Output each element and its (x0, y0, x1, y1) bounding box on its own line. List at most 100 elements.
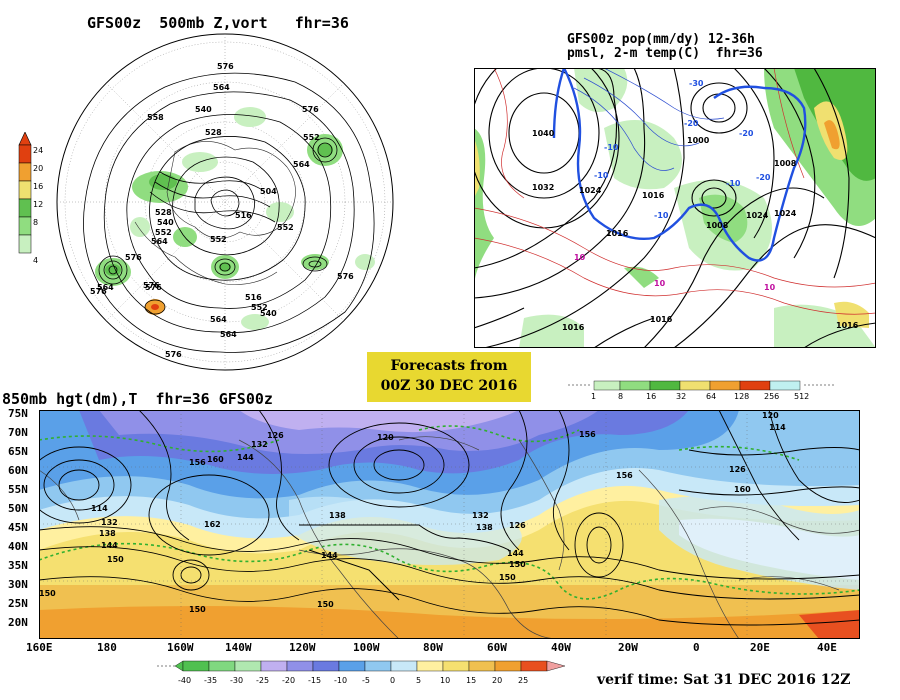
pop-temp-label: -10 (654, 211, 669, 220)
hgt-contour-label: 132 (101, 518, 118, 527)
vort-contour-label: 528 (155, 208, 172, 217)
temp-legend-tick: -40 (178, 676, 192, 685)
pop-legend-tick: 512 (794, 392, 810, 401)
lon-label: 180 (97, 641, 117, 654)
vort-contour-label: 552 (277, 223, 294, 232)
pop-map: 1040 1032 1024 1016 1008 1000 1024 1008 … (474, 68, 876, 348)
hgt-contour-label: 144 (101, 541, 118, 550)
pop-temp-label: -10 (594, 171, 609, 180)
temp-legend-tick: -10 (334, 676, 348, 685)
lat-label: 30N (8, 578, 28, 591)
lat-label: 50N (8, 502, 28, 515)
vort-contour-label: 516 (245, 293, 262, 302)
pop-temp-label: -10 (604, 143, 619, 152)
temp-legend-tick: 10 (440, 676, 451, 685)
lat-label: 25N (8, 597, 28, 610)
vort-contour-label: 564 (210, 315, 227, 324)
pop-isobar-label: 1016 (642, 191, 665, 200)
pop-isobar-label: 1016 (650, 315, 673, 324)
pop-legend (566, 378, 850, 402)
pop-panel-title-line2: pmsl, 2-m temp(C) fhr=36 (567, 46, 763, 61)
hgt-contour-label: 132 (472, 511, 489, 520)
lat-label: 20N (8, 616, 28, 629)
hgt-contour-label: 160 (734, 485, 751, 494)
vort-polar-map-graphic: 576 564 540 558 528 564 552 576 504 516 … (56, 33, 394, 371)
hgt-contour-label: 144 (507, 549, 524, 558)
lat-label: 75N (8, 407, 28, 420)
lon-label: 20W (618, 641, 638, 654)
hgt-contour-label: 156 (616, 471, 633, 480)
vort-contour-label: 576 (302, 105, 319, 114)
lat-label: 70N (8, 426, 28, 439)
temp-legend (155, 659, 595, 675)
vort-contour-label: 540 (157, 218, 174, 227)
pop-legend-tick: 128 (734, 392, 750, 401)
pop-legend-tick: 32 (676, 392, 687, 401)
hgt-contour-label: 126 (509, 521, 526, 530)
lat-label: 40N (8, 540, 28, 553)
vort-tick-4: 8 (33, 218, 39, 227)
pop-map-graphic: 1040 1032 1024 1016 1008 1000 1024 1008 … (474, 68, 876, 348)
vort-contour-label: 576 (165, 350, 182, 359)
vort-tick-0: 24 (33, 146, 44, 155)
lon-label: 20E (750, 641, 770, 654)
forecast-banner: Forecasts from 00Z 30 DEC 2016 (367, 352, 531, 402)
lon-label: 140W (225, 641, 252, 654)
pop-temp-label: 10 (574, 253, 586, 262)
hgt-contour-label: 150 (39, 589, 56, 598)
pop-isobar-label: 1008 (774, 159, 797, 168)
pop-isobar-label: 1016 (836, 321, 859, 330)
vort-contour-label: 576 (337, 272, 354, 281)
vort-contour-label: 576 (145, 283, 162, 292)
pop-temp-label: 10 (764, 283, 776, 292)
pop-legend-tick: 16 (646, 392, 657, 401)
pop-legend-tick: 8 (618, 392, 624, 401)
pop-isobar-label: 1016 (606, 229, 629, 238)
vort-contour-label: 540 (195, 105, 212, 114)
lon-label: 80W (423, 641, 443, 654)
verif-time: verif time: Sat 31 DEC 2016 12Z (597, 672, 851, 688)
lon-label: 0 (693, 641, 700, 654)
pop-temp-label: -10 (726, 179, 741, 188)
lon-label: 40W (551, 641, 571, 654)
temp-legend-tick: -5 (362, 676, 370, 685)
temp-legend-tick: -20 (282, 676, 296, 685)
vort-contour-label: 552 (303, 133, 320, 142)
vort-tick-3: 12 (33, 200, 44, 209)
lon-label: 40E (817, 641, 837, 654)
vort-contour-label: 552 (210, 235, 227, 244)
hgt-contour-label: 114 (769, 423, 786, 432)
vort-colorbar-graphic (18, 131, 32, 254)
lat-label: 55N (8, 483, 28, 496)
pop-panel-title-line1: GFS00z pop(mm/dy) 12-36h (567, 32, 755, 47)
hgt-contour-label: 150 (107, 555, 124, 564)
vort-contour-label: 576 (143, 281, 160, 290)
hgt-map: 120 132 144 156 160 114 126 132 138 144 … (39, 410, 860, 639)
vort-contour-label: 528 (205, 128, 222, 137)
hgt-contour-label: 150 (317, 600, 334, 609)
lon-label: 160W (167, 641, 194, 654)
temp-legend-tick: 20 (492, 676, 503, 685)
hgt-contour-label: 126 (729, 465, 746, 474)
lat-label: 35N (8, 559, 28, 572)
vort-contour-label: 564 (213, 83, 230, 92)
pop-legend-tick: 1 (591, 392, 597, 401)
hgt-contour-label: 144 (237, 453, 254, 462)
hgt-contour-label: 120 (377, 433, 394, 442)
lat-label: 45N (8, 521, 28, 534)
lon-label: 60W (487, 641, 507, 654)
pop-temp-label: -30 (689, 79, 704, 88)
lon-label: 120W (289, 641, 316, 654)
vort-contour-label: 552 (251, 303, 268, 312)
hgt-contour-label: 120 (762, 411, 779, 420)
hgt-map-graphic: 120 132 144 156 160 114 126 132 138 144 … (39, 410, 860, 639)
temp-legend-graphic (157, 660, 566, 672)
temp-legend-tick: 15 (466, 676, 477, 685)
pop-temp-label: -20 (739, 129, 754, 138)
temp-legend-tick: 25 (518, 676, 529, 685)
hgt-contour-label: 132 (251, 440, 268, 449)
hgt-contour-label: 156 (189, 458, 206, 467)
hgt-contour-label: 138 (476, 523, 493, 532)
pop-isobar-label: 1024 (746, 211, 769, 220)
hgt-contour-label: 150 (189, 605, 206, 614)
